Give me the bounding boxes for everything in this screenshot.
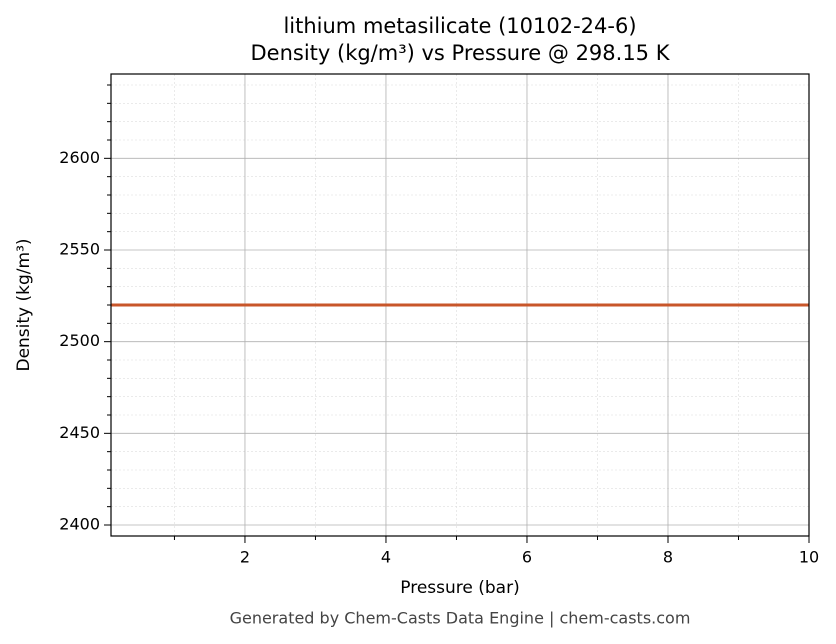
y-tick-label: 2500 <box>59 331 100 350</box>
x-tick-label: 10 <box>799 548 819 567</box>
y-axis-label: Density (kg/m³) <box>14 238 34 371</box>
y-tick-label: 2400 <box>59 515 100 534</box>
plot-frame <box>110 73 810 537</box>
y-tick-label: 2600 <box>59 148 100 167</box>
chart-title: lithium metasilicate (10102-24-6) <box>283 14 636 38</box>
x-tick-label: 2 <box>240 548 250 567</box>
footer: Generated by Chem-Casts Data Engine | ch… <box>230 609 691 628</box>
chart-subtitle: Density (kg/m³) vs Pressure @ 298.15 K <box>250 41 670 65</box>
x-tick-label: 8 <box>663 548 673 567</box>
x-tick-label: 6 <box>522 548 532 567</box>
x-tick-label: 4 <box>381 548 391 567</box>
y-tick-label: 2450 <box>59 423 100 442</box>
x-axis-label: Pressure (bar) <box>400 578 519 598</box>
y-tick-label: 2550 <box>59 240 100 259</box>
